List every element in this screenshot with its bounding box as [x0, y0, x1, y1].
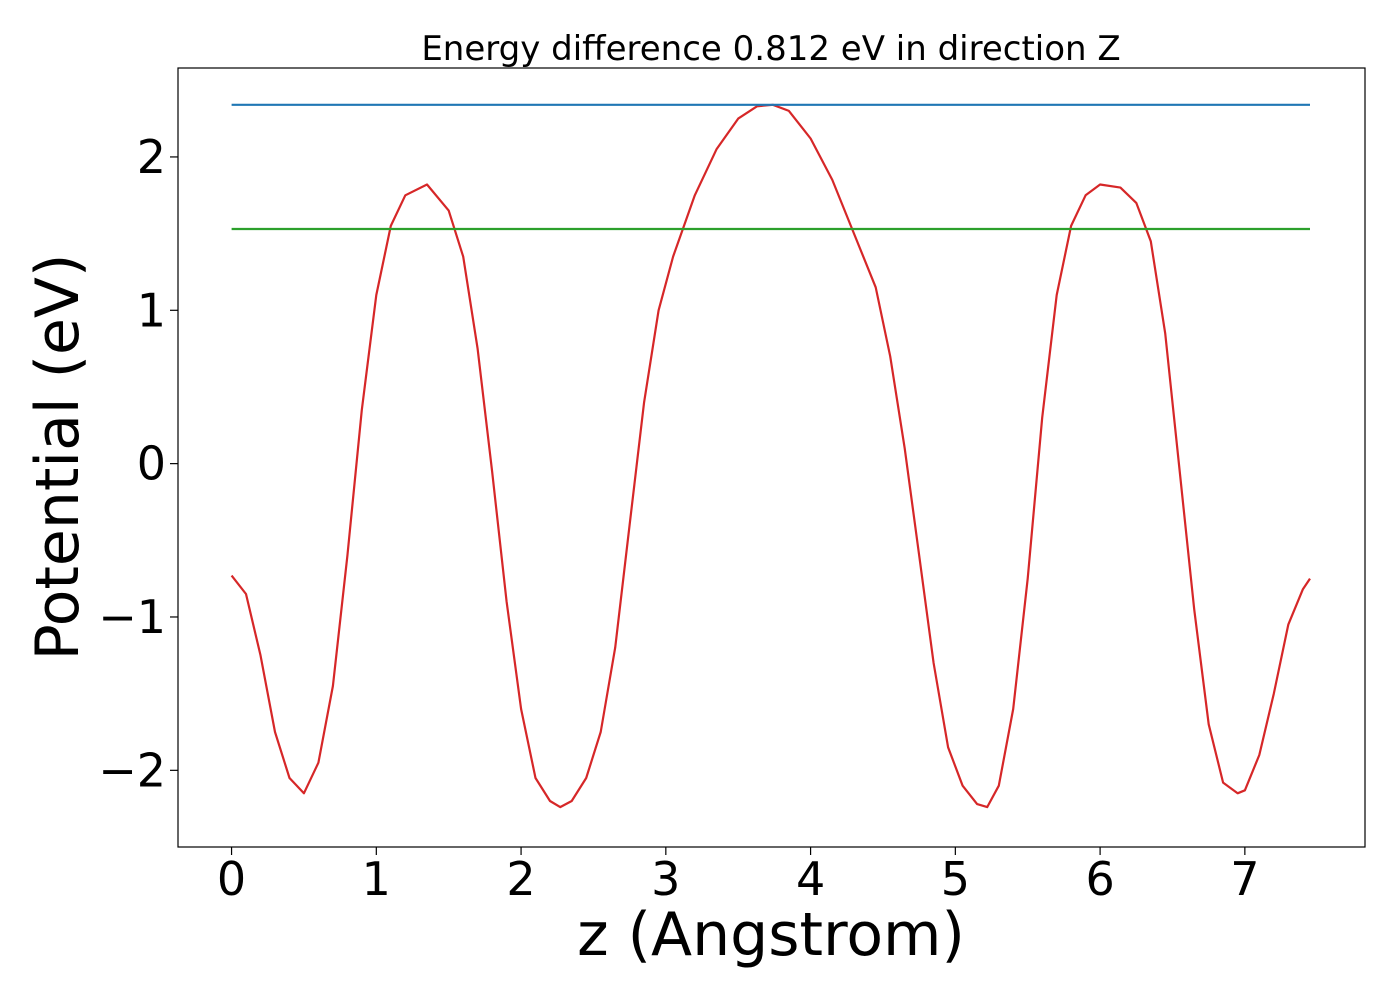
x-tick-label: 1 [362, 852, 391, 906]
x-axis-ticks: 0 1 2 3 4 5 6 7 [217, 847, 1259, 906]
x-tick-label: 7 [1230, 852, 1259, 906]
y-axis-ticks: −2 −1 0 1 2 [98, 130, 178, 797]
y-tick-label: 1 [137, 283, 166, 337]
y-tick-label: −1 [98, 590, 166, 644]
y-tick-label: 0 [137, 437, 166, 491]
x-tick-label: 5 [941, 852, 970, 906]
chart-title: Energy difference 0.812 eV in direction … [421, 29, 1120, 69]
y-tick-label: 2 [137, 130, 166, 184]
x-axis-label: z (Angstrom) [577, 900, 965, 970]
y-axis-label: Potential (eV) [23, 254, 93, 661]
x-tick-label: 3 [651, 852, 680, 906]
plot-frame [177, 67, 1366, 848]
x-tick-label: 0 [217, 852, 246, 906]
series-line-1 [230, 103, 1311, 809]
plot-series [230, 103, 1311, 809]
y-tick-label: −2 [98, 743, 166, 797]
x-tick-label: 2 [506, 852, 535, 906]
x-tick-label: 6 [1085, 852, 1114, 906]
x-tick-label: 4 [796, 852, 825, 906]
